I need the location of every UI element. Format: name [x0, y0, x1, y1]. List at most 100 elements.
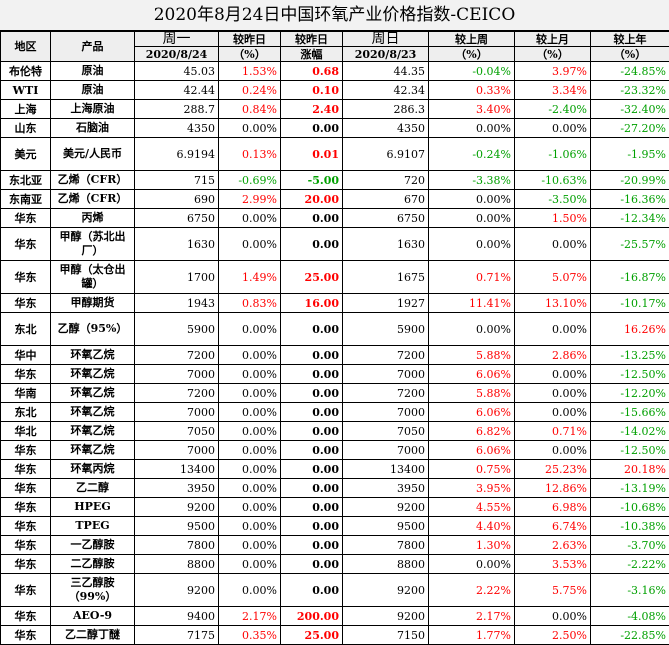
- header-region: 地区: [1, 32, 51, 62]
- vs-last-week-cell: 6.06%: [429, 403, 515, 422]
- vs-last-year-cell: -25.57%: [591, 228, 669, 261]
- vs-last-week-cell: 0.00%: [429, 313, 515, 346]
- header-vs-last-year: 较上年: [591, 32, 669, 47]
- product-cell: 甲醇（苏北出厂）: [51, 228, 135, 261]
- sunday-price-cell: 6.9107: [343, 138, 429, 171]
- vs-last-week-cell: -0.24%: [429, 138, 515, 171]
- sunday-price-cell: 286.3: [343, 100, 429, 119]
- change-amount-cell: 0.00: [281, 384, 343, 403]
- change-amount-cell: 0.00: [281, 119, 343, 138]
- region-cell: WTI: [1, 81, 51, 100]
- vs-last-year-cell: -3.70%: [591, 536, 669, 555]
- vs-yesterday-pct-cell: 1.49%: [219, 261, 281, 294]
- sunday-price-cell: 9200: [343, 607, 429, 626]
- product-cell: 美元/人民币: [51, 138, 135, 171]
- change-amount-cell: 0.00: [281, 460, 343, 479]
- region-cell: 华东: [1, 209, 51, 228]
- product-cell: TPEG: [51, 517, 135, 536]
- vs-last-week-cell: 6.06%: [429, 441, 515, 460]
- vs-last-month-cell: -10.63%: [515, 171, 591, 190]
- sunday-price-cell: 1630: [343, 228, 429, 261]
- page-title: 2020年8月24日中国环氧产业价格指数-CEICO: [0, 0, 669, 31]
- product-cell: 乙烯（CFR）: [51, 190, 135, 209]
- product-cell: 环氧丙烷: [51, 460, 135, 479]
- vs-last-year-cell: -10.68%: [591, 498, 669, 517]
- product-cell: 甲醇（太仓出罐）: [51, 261, 135, 294]
- region-cell: 上海: [1, 100, 51, 119]
- region-cell: 华东: [1, 555, 51, 574]
- change-amount-cell: 0.00: [281, 403, 343, 422]
- vs-last-week-cell: 5.88%: [429, 346, 515, 365]
- vs-yesterday-pct-cell: 0.24%: [219, 81, 281, 100]
- vs-last-year-cell: -16.87%: [591, 261, 669, 294]
- region-cell: 华中: [1, 346, 51, 365]
- sunday-price-cell: 1675: [343, 261, 429, 294]
- change-amount-cell: 200.00: [281, 607, 343, 626]
- product-cell: 环氧乙烷: [51, 441, 135, 460]
- price-index-table: 地区 产品 周一 较昨日 较昨日 周日 较上周 较上月 较上年 2020/8/2…: [0, 31, 669, 645]
- header-mon-date: 2020/8/24: [135, 47, 219, 62]
- product-cell: 乙醇（95%）: [51, 313, 135, 346]
- vs-last-month-cell: -1.06%: [515, 138, 591, 171]
- header-vs-last-year-unit: （%）: [591, 47, 669, 62]
- vs-last-year-cell: -24.85%: [591, 62, 669, 81]
- vs-yesterday-pct-cell: 0.00%: [219, 228, 281, 261]
- vs-last-year-cell: -14.02%: [591, 422, 669, 441]
- monday-price-cell: 6.9194: [135, 138, 219, 171]
- region-cell: 东南亚: [1, 190, 51, 209]
- vs-last-year-cell: -22.85%: [591, 626, 669, 645]
- change-amount-cell: 16.00: [281, 294, 343, 313]
- product-cell: 原油: [51, 62, 135, 81]
- change-amount-cell: 0.00: [281, 313, 343, 346]
- region-cell: 华东: [1, 517, 51, 536]
- monday-price-cell: 42.44: [135, 81, 219, 100]
- product-cell: 丙烯: [51, 209, 135, 228]
- change-amount-cell: 0.00: [281, 209, 343, 228]
- region-cell: 东北: [1, 313, 51, 346]
- product-cell: 乙二醇丁醚: [51, 626, 135, 645]
- product-cell: 环氧乙烷: [51, 365, 135, 384]
- monday-price-cell: 288.7: [135, 100, 219, 119]
- region-cell: 华东: [1, 365, 51, 384]
- monday-price-cell: 9500: [135, 517, 219, 536]
- header-vs-yesterday: 较昨日: [219, 32, 281, 47]
- vs-last-week-cell: 2.17%: [429, 607, 515, 626]
- product-cell: 环氧乙烷: [51, 346, 135, 365]
- monday-price-cell: 7000: [135, 403, 219, 422]
- region-cell: 华北: [1, 422, 51, 441]
- change-amount-cell: 0.00: [281, 346, 343, 365]
- vs-last-year-cell: -27.20%: [591, 119, 669, 138]
- monday-price-cell: 5900: [135, 313, 219, 346]
- vs-last-year-cell: -13.25%: [591, 346, 669, 365]
- product-cell: AEO-9: [51, 607, 135, 626]
- vs-last-month-cell: 0.71%: [515, 422, 591, 441]
- vs-last-week-cell: 1.77%: [429, 626, 515, 645]
- vs-last-week-cell: 0.00%: [429, 119, 515, 138]
- sunday-price-cell: 1927: [343, 294, 429, 313]
- vs-last-month-cell: 6.98%: [515, 498, 591, 517]
- vs-yesterday-pct-cell: 0.00%: [219, 441, 281, 460]
- product-cell: 乙二醇: [51, 479, 135, 498]
- vs-last-week-cell: 11.41%: [429, 294, 515, 313]
- change-amount-cell: 25.00: [281, 261, 343, 294]
- change-amount-cell: 0.00: [281, 422, 343, 441]
- vs-yesterday-pct-cell: 0.00%: [219, 517, 281, 536]
- sunday-price-cell: 8800: [343, 555, 429, 574]
- vs-yesterday-pct-cell: 0.13%: [219, 138, 281, 171]
- sunday-price-cell: 7000: [343, 441, 429, 460]
- sunday-price-cell: 6750: [343, 209, 429, 228]
- monday-price-cell: 7200: [135, 346, 219, 365]
- vs-last-year-cell: -12.50%: [591, 365, 669, 384]
- vs-last-month-cell: 3.97%: [515, 62, 591, 81]
- vs-yesterday-pct-cell: 0.00%: [219, 365, 281, 384]
- monday-price-cell: 3950: [135, 479, 219, 498]
